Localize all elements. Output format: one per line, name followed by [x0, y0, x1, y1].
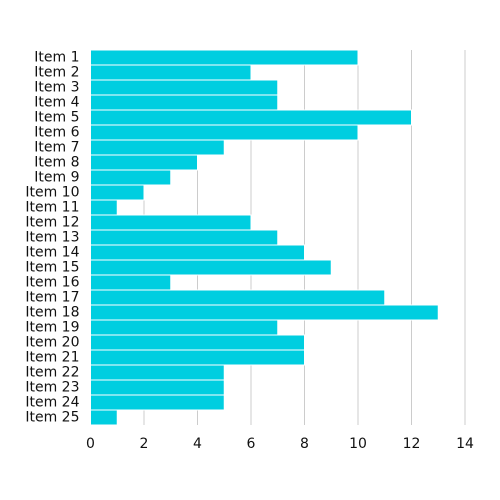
x-tick-label: 6: [247, 436, 256, 452]
bars: [91, 50, 439, 425]
category-label: Item 15: [25, 260, 79, 276]
bar-item-18: [91, 305, 439, 320]
bar-item-5: [91, 110, 412, 125]
bar-item-17: [91, 290, 385, 305]
bar-item-21: [91, 350, 305, 365]
bar-item-23: [91, 380, 225, 395]
category-label: Item 2: [34, 65, 79, 81]
category-label: Item 16: [25, 275, 79, 291]
x-tick-label: 0: [86, 436, 95, 452]
bar-item-16: [91, 275, 171, 290]
category-label: Item 6: [34, 125, 79, 141]
category-label: Item 22: [25, 365, 79, 381]
bar-item-15: [91, 260, 332, 275]
x-axis-ticks: 0 2 4 6 8 10 12 14: [86, 436, 474, 452]
category-label: Item 13: [25, 230, 79, 246]
bar-item-13: [91, 230, 278, 245]
category-label: Item 18: [25, 305, 79, 321]
category-label: Item 23: [25, 380, 79, 396]
category-label: Item 12: [25, 215, 79, 231]
bar-item-8: [91, 155, 198, 170]
category-label: Item 25: [25, 410, 79, 426]
bar-item-24: [91, 395, 225, 410]
category-label: Item 8: [34, 155, 79, 171]
category-label: Item 24: [25, 395, 79, 411]
bar-item-10: [91, 185, 145, 200]
category-label: Item 19: [25, 320, 79, 336]
category-label: Item 10: [25, 185, 79, 201]
x-tick-label: 4: [193, 436, 202, 452]
bar-item-4: [91, 95, 278, 110]
x-tick-label: 14: [456, 436, 474, 452]
category-label: Item 17: [25, 290, 79, 306]
category-label: Item 20: [25, 335, 79, 351]
bar-item-19: [91, 320, 278, 335]
category-label: Item 21: [25, 350, 79, 366]
category-label: Item 14: [25, 245, 79, 261]
x-tick-label: 2: [140, 436, 149, 452]
bar-item-11: [91, 200, 118, 215]
category-label: Item 11: [25, 200, 79, 216]
x-tick-label: 10: [349, 436, 367, 452]
x-tick-label: 8: [300, 436, 309, 452]
bar-item-14: [91, 245, 305, 260]
category-label: Item 3: [34, 80, 79, 96]
bar-item-12: [91, 215, 252, 230]
bar-item-7: [91, 140, 225, 155]
bar-item-2: [91, 65, 252, 80]
category-label: Item 1: [34, 50, 79, 66]
category-label: Item 5: [34, 110, 79, 126]
category-label: Item 7: [34, 140, 79, 156]
bar-item-3: [91, 80, 278, 95]
bar-item-20: [91, 335, 305, 350]
bar-item-9: [91, 170, 171, 185]
bar-item-22: [91, 365, 225, 380]
x-tick-label: 12: [403, 436, 421, 452]
bar-item-6: [91, 125, 359, 140]
category-label: Item 4: [34, 95, 79, 111]
category-label: Item 9: [34, 170, 79, 186]
bar-item-1: [91, 50, 359, 65]
bar-item-25: [91, 410, 118, 425]
